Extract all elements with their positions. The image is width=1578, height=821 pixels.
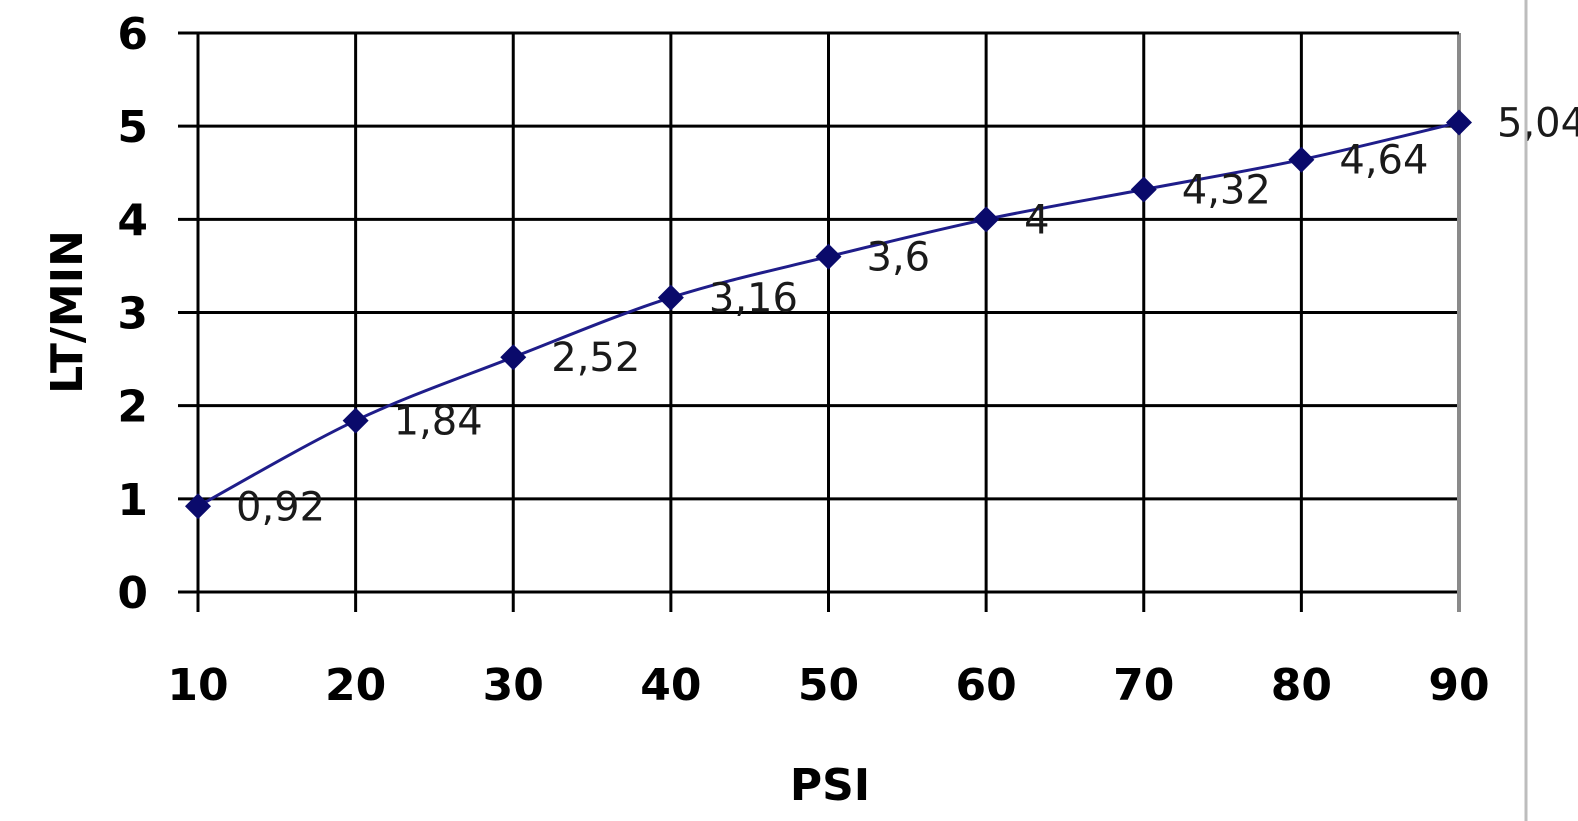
data-point-marker — [1288, 146, 1315, 173]
x-tick-label: 70 — [1113, 660, 1174, 711]
data-point-marker — [185, 493, 211, 520]
y-tick-label: 3 — [117, 289, 148, 340]
x-tick-label: 40 — [640, 660, 701, 711]
data-point-marker — [973, 206, 1000, 233]
plot-frame — [178, 31, 1461, 612]
x-tick-label: 30 — [483, 660, 544, 711]
y-axis-title: LT/MIN — [42, 230, 93, 394]
x-tick-label: 60 — [956, 660, 1017, 711]
data-point-marker — [657, 284, 684, 311]
gridlines — [178, 31, 1461, 612]
x-axis-title: PSI — [790, 760, 870, 811]
x-tick-label: 10 — [167, 660, 228, 711]
data-point-marker — [1446, 109, 1472, 136]
y-tick-label: 1 — [117, 475, 148, 526]
y-tick-label: 5 — [117, 102, 148, 153]
y-axis-ticks: 0 1 2 3 4 5 6 — [117, 9, 148, 619]
data-label: 3,16 — [709, 276, 798, 322]
x-tick-label: 20 — [325, 660, 386, 711]
x-axis-ticks: 10 20 30 40 50 60 70 80 90 — [167, 660, 1489, 711]
data-label: 3,6 — [867, 235, 931, 281]
x-tick-label: 50 — [798, 660, 859, 711]
data-point-marker — [1130, 176, 1157, 203]
x-tick-label: 90 — [1428, 660, 1489, 711]
data-label: 4,32 — [1182, 168, 1271, 214]
y-tick-label: 6 — [117, 9, 148, 60]
data-label: 2,52 — [551, 335, 640, 381]
data-label: 5,04 — [1497, 100, 1578, 146]
data-label: 4 — [1024, 197, 1049, 243]
data-point-marker — [342, 407, 369, 434]
data-labels: 0,92 1,84 2,52 3,16 3,6 4 4,32 4,64 5,04 — [236, 100, 1578, 530]
data-point-marker — [815, 243, 842, 270]
series — [185, 109, 1472, 520]
y-tick-label: 0 — [117, 568, 148, 619]
y-tick-label: 2 — [117, 382, 148, 433]
data-label: 1,84 — [394, 399, 483, 445]
data-point-marker — [500, 344, 527, 371]
x-tick-label: 80 — [1271, 660, 1332, 711]
y-tick-label: 4 — [117, 195, 148, 246]
data-label: 4,64 — [1339, 138, 1428, 184]
data-label: 0,92 — [236, 484, 325, 530]
